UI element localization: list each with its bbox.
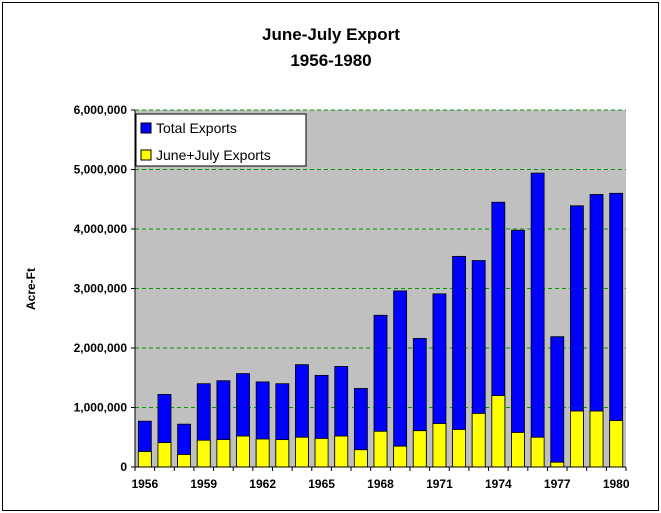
x-tick-labels: 1956 1959 1962 1965 1968 1971 1974 1977 1980 — [131, 477, 629, 491]
legend-label-total-exports: Total Exports — [156, 120, 237, 136]
bar-june-july-exports-1974 — [491, 395, 506, 468]
y-tick-label: 2,000,000 — [74, 341, 128, 355]
bar-june-july-exports-1977 — [550, 461, 565, 468]
bar-june-july-exports-1979 — [589, 410, 604, 468]
bar-june-july-exports-1972 — [452, 429, 466, 468]
bar-june-july-exports-1961 — [236, 435, 250, 468]
legend: Total Exports June+July Exports — [135, 113, 307, 167]
x-tick-label: 1980 — [603, 477, 630, 491]
bar-june-july-exports-1963 — [275, 439, 290, 468]
bar-june-july-exports-1958 — [177, 454, 192, 468]
legend-box — [135, 113, 307, 167]
legend-label-june-july-exports: June+July Exports — [156, 147, 271, 163]
bar-june-july-exports-1965 — [314, 438, 329, 468]
legend-swatch-june-july-exports — [140, 149, 152, 161]
bar-june-july-exports-1968 — [373, 430, 388, 468]
bar-june-july-exports-1976 — [530, 436, 545, 468]
y-tick-label: 0 — [120, 460, 127, 474]
y-tick-labels: 0 1,000,000 2,000,000 3,000,000 4,000,000 5,0… — [74, 103, 128, 474]
bar-total-exports-1969 — [393, 290, 408, 468]
bar-june-july-exports-1970 — [412, 430, 427, 468]
y-tick-label: 6,000,000 — [74, 103, 128, 117]
x-tick-label: 1956 — [131, 477, 158, 491]
legend-swatch-total-exports — [140, 122, 152, 134]
y-tick-label: 5,000,000 — [74, 163, 128, 177]
bar-june-july-exports-1969 — [393, 445, 408, 468]
x-tick-label: 1968 — [367, 477, 394, 491]
axes — [131, 109, 627, 471]
x-tick-label: 1971 — [426, 477, 453, 491]
bar-june-july-exports-1980 — [609, 420, 624, 468]
bar-june-july-exports-1978 — [570, 410, 584, 468]
chart-subtitle: 1956-1980 — [290, 51, 371, 70]
y-tick-label: 1,000,000 — [74, 401, 128, 415]
bar-june-july-exports-1960 — [216, 439, 231, 468]
bar-june-july-exports-1971 — [432, 423, 447, 468]
y-tick-label: 4,000,000 — [74, 222, 128, 236]
bar-june-july-exports-1962 — [255, 438, 270, 468]
bar-june-july-exports-1975 — [511, 432, 525, 468]
bar-total-exports-1975 — [511, 229, 525, 468]
bar-june-july-exports-1959 — [196, 439, 211, 468]
x-tick-label: 1959 — [190, 477, 217, 491]
bar-june-july-exports-1973 — [471, 413, 486, 468]
x-tick-label: 1965 — [308, 477, 335, 491]
bar-total-exports-1977 — [550, 336, 565, 468]
x-tick-label: 1974 — [485, 477, 512, 491]
bar-june-july-exports-1957 — [157, 442, 172, 468]
bar-june-july-exports-1966 — [334, 435, 349, 468]
bar-june-july-exports-1967 — [353, 449, 368, 468]
june-july-exports-bars — [137, 395, 624, 468]
x-tick-label: 1962 — [249, 477, 276, 491]
y-axis-label: Acre-Ft — [24, 268, 38, 310]
bar-total-exports-1976 — [530, 172, 545, 468]
x-tick-label: 1977 — [544, 477, 571, 491]
bar-june-july-exports-1956 — [137, 451, 152, 468]
y-tick-label: 3,000,000 — [74, 282, 128, 296]
bar-june-july-exports-1964 — [295, 436, 309, 468]
chart-title: June-July Export — [262, 25, 400, 44]
